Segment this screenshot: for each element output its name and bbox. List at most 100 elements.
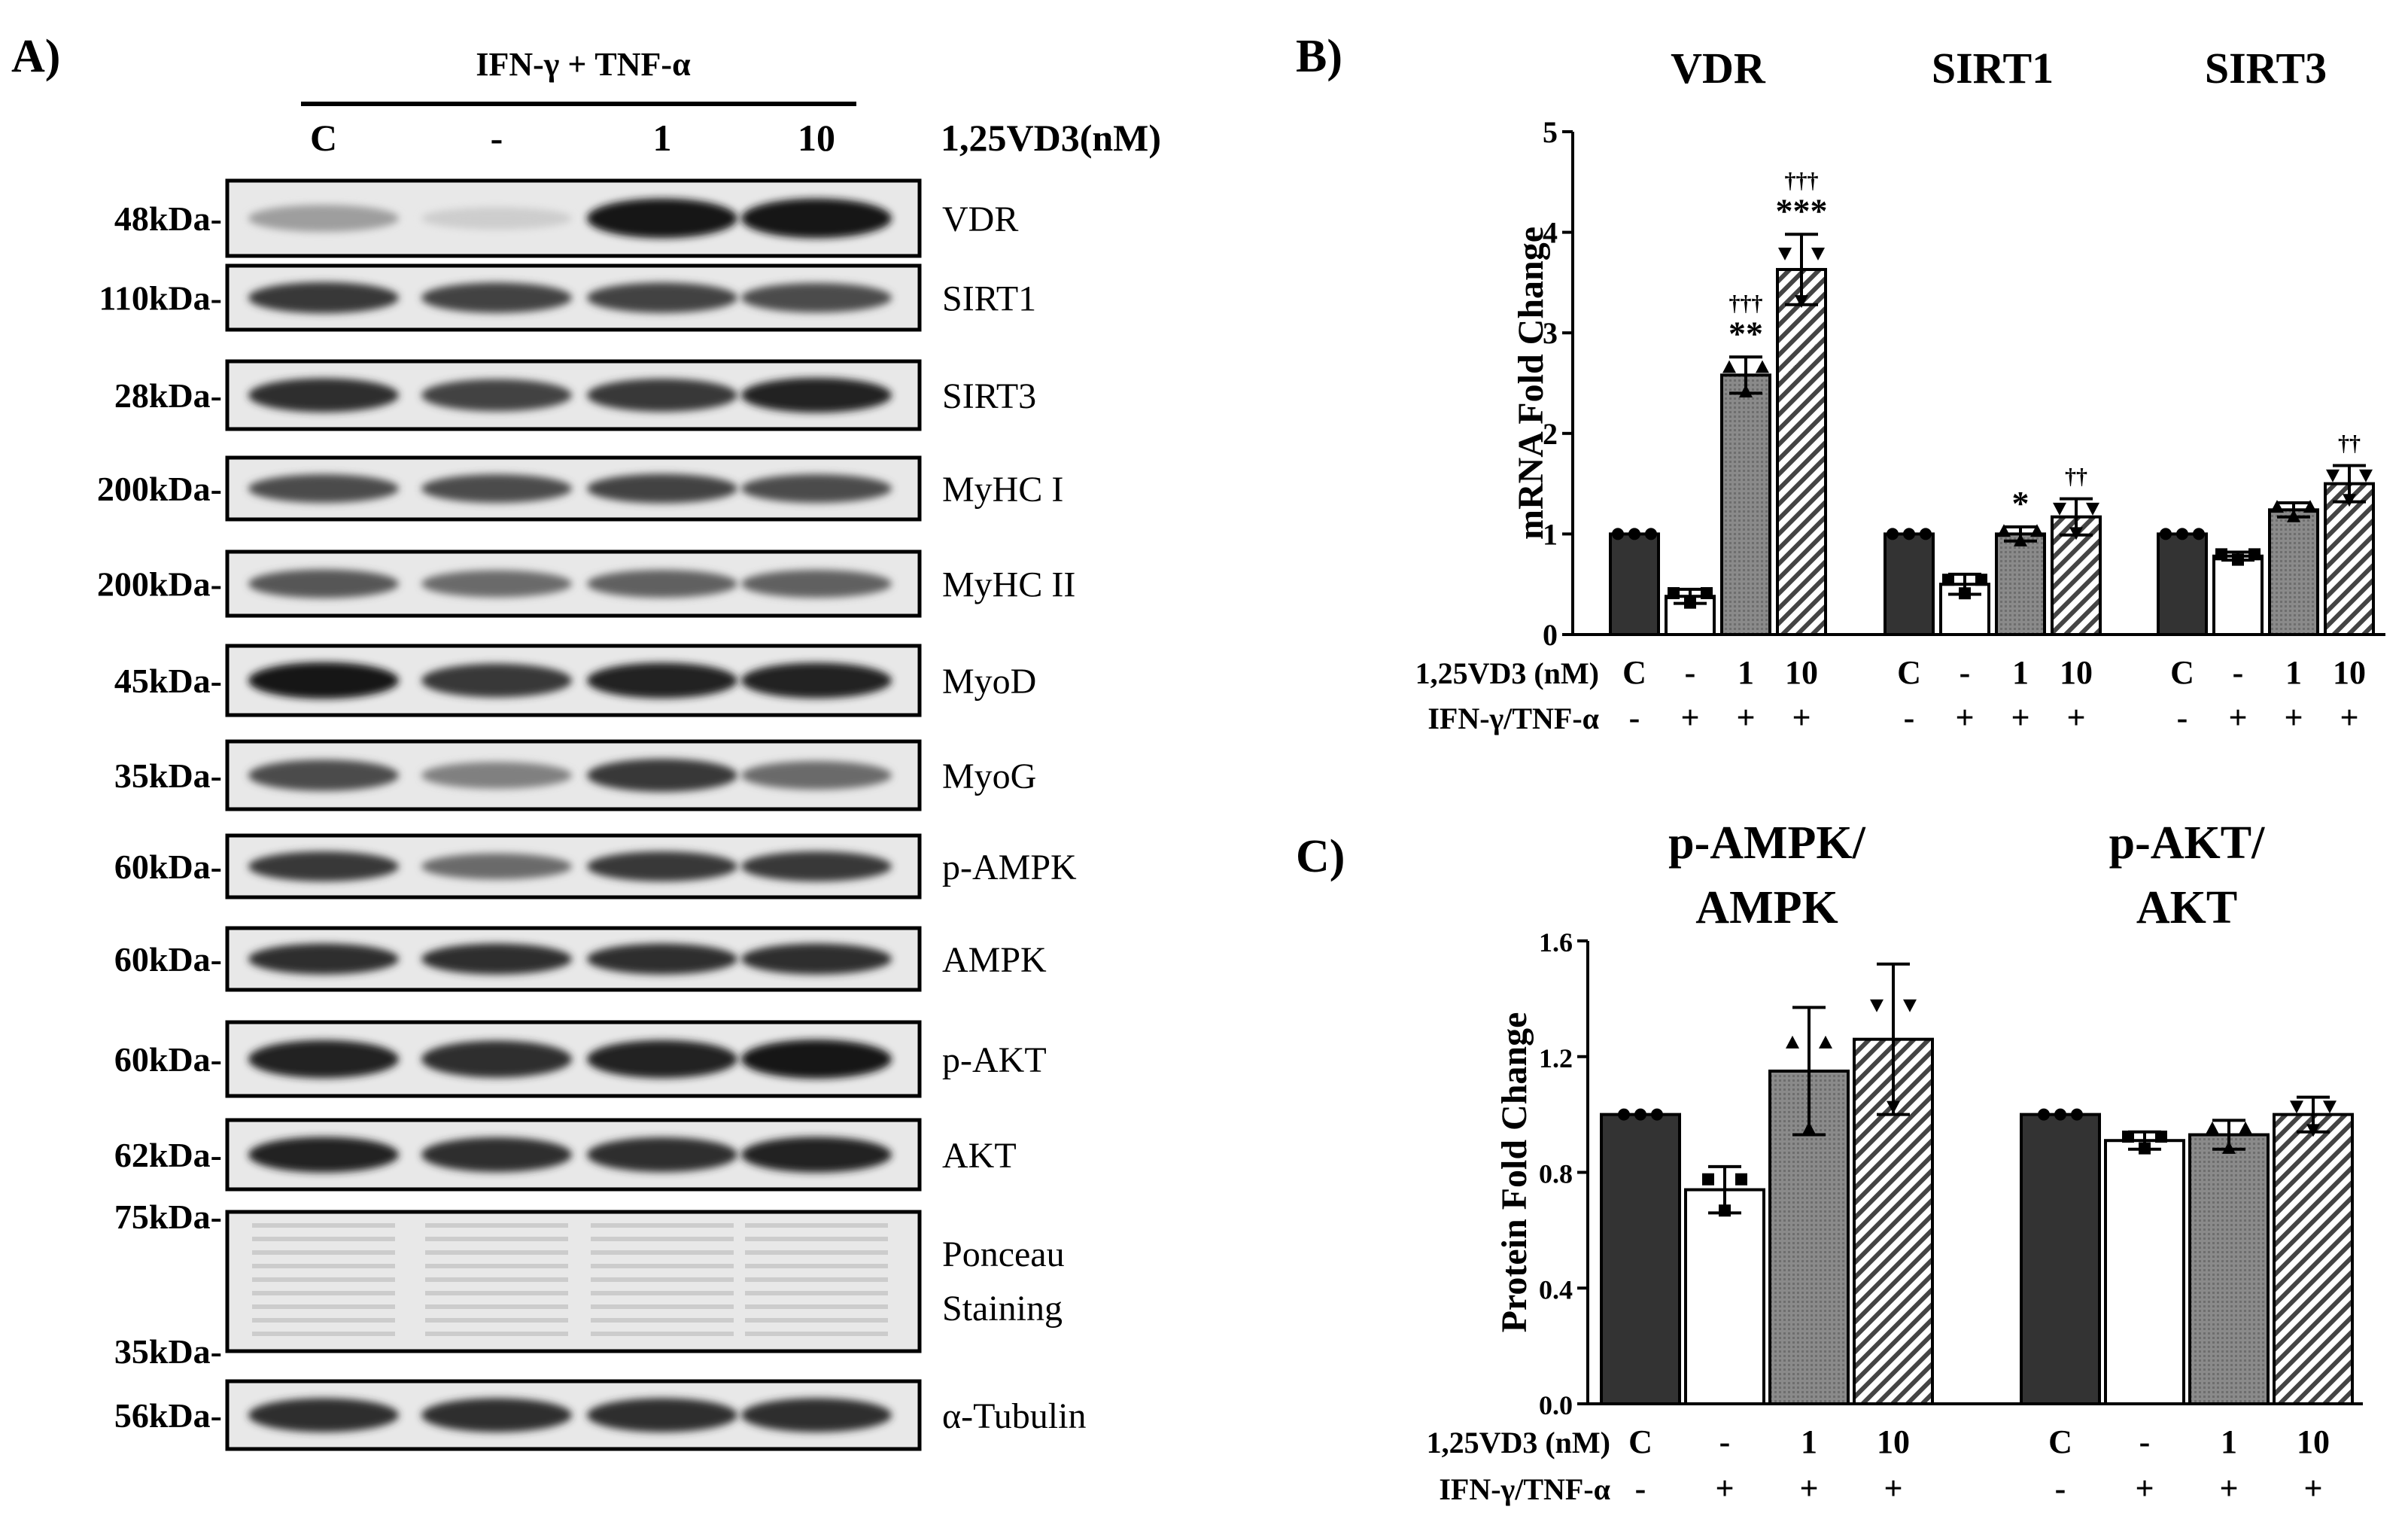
blot-membrane xyxy=(225,1210,922,1353)
protein-band xyxy=(421,1040,572,1078)
ponceau-band xyxy=(252,1332,395,1336)
protein-band xyxy=(587,1040,737,1079)
mw-marker: 56kDa- xyxy=(114,1396,222,1435)
ponceau-band xyxy=(252,1318,395,1323)
data-point xyxy=(2303,500,2317,513)
data-point xyxy=(1618,1108,1630,1121)
blot-row: 56kDa-α-Tubulin xyxy=(114,1379,1086,1451)
significance-dagger: †† xyxy=(2065,464,2087,489)
data-point xyxy=(2014,533,2027,546)
protein-band xyxy=(587,1137,737,1173)
dose-tick-label: C xyxy=(1628,1423,1652,1460)
data-point xyxy=(2343,494,2356,507)
protein-band xyxy=(248,378,399,412)
chart-c: 0.0 0.4 0.8 1.2 1.6 Protein Fold Change p-AMPK… xyxy=(1427,817,2363,1507)
protein-band xyxy=(741,282,892,313)
ponceau-band xyxy=(745,1223,888,1228)
ponceau-band xyxy=(591,1332,734,1336)
panel-c-label: C) xyxy=(1296,831,1345,882)
ponceau-band xyxy=(252,1277,395,1282)
ponceau-band xyxy=(252,1223,395,1228)
blot-protein-label: p-AKT xyxy=(942,1040,1047,1080)
bar xyxy=(1995,532,2046,637)
blot-row: 60kDa-p-AMPK xyxy=(114,833,1077,900)
bar xyxy=(1600,1113,1681,1405)
protein-band xyxy=(248,1137,399,1173)
ponceau-band xyxy=(591,1223,734,1228)
bar xyxy=(2273,1113,2354,1405)
blot-protein-label: MyoG xyxy=(942,756,1036,796)
treatment-tick-label: + xyxy=(1792,699,1811,736)
bar xyxy=(1609,532,1660,637)
blot-row: 200kDa- MyHC I xyxy=(97,455,1063,522)
ponceau-band xyxy=(425,1291,568,1295)
blot-protein-label: Staining xyxy=(942,1289,1063,1329)
blot-protein-label: MyHC I xyxy=(942,470,1063,510)
protein-band xyxy=(741,662,892,699)
blot-row: 60kDa-p-AKT xyxy=(114,1020,1047,1098)
mw-marker: 200kDa- xyxy=(97,565,222,604)
ponceau-band xyxy=(591,1250,734,1255)
mw-marker: 48kDa- xyxy=(114,199,222,238)
blot-row: 200kDa- MyHC II xyxy=(97,549,1075,618)
significance-star: *** xyxy=(1776,191,1828,230)
protein-band xyxy=(587,379,737,412)
bar xyxy=(2188,1133,2270,1405)
data-point xyxy=(1903,999,1917,1012)
blot-row: 60kDa- AMPK xyxy=(114,926,1047,992)
data-point xyxy=(2306,1124,2320,1137)
data-point xyxy=(1795,295,1808,309)
mw-marker: 60kDa- xyxy=(114,940,222,979)
dose-tick-label: 1 xyxy=(1738,654,1754,691)
data-point xyxy=(1811,247,1825,260)
y-tick-label: 2 xyxy=(1543,417,1558,451)
protein-band xyxy=(421,943,572,975)
lane-labels: C - 1 10 xyxy=(310,117,835,159)
row-label-dose: 1,25VD3 (nM) xyxy=(1415,656,1599,690)
protein-band xyxy=(741,1398,892,1432)
data-point xyxy=(2248,548,2261,561)
data-point xyxy=(2359,469,2373,482)
mw-marker: 110kDa- xyxy=(99,279,222,318)
protein-band xyxy=(421,379,572,412)
protein-band xyxy=(587,1398,737,1432)
data-point xyxy=(2270,500,2284,513)
data-point xyxy=(1719,1204,1731,1217)
bar xyxy=(1684,1188,1765,1405)
treatment-tick-label: + xyxy=(1799,1470,1818,1507)
lane-label: C xyxy=(310,117,337,159)
treatment-tick-label: + xyxy=(1680,699,1699,736)
data-point xyxy=(2053,502,2066,516)
ponceau-band xyxy=(425,1304,568,1309)
dose-tick-label: - xyxy=(1685,654,1696,691)
protein-band xyxy=(248,759,399,791)
protein-band xyxy=(741,1040,892,1079)
data-point xyxy=(1739,384,1753,397)
data-point xyxy=(1942,574,1954,586)
mw-marker: 28kDa- xyxy=(114,376,222,415)
mw-marker: 35kDa- xyxy=(114,1332,222,1371)
protein-band xyxy=(587,662,737,699)
protein-band xyxy=(421,570,572,598)
data-point xyxy=(1668,587,1680,600)
y-tick-label: 0.4 xyxy=(1539,1274,1573,1304)
ponceau-band xyxy=(591,1264,734,1268)
blot-protein-label: AKT xyxy=(942,1136,1017,1176)
protein-band xyxy=(248,569,399,598)
data-point xyxy=(1628,528,1640,540)
protein-band xyxy=(248,1040,399,1079)
data-point xyxy=(2290,1100,2303,1114)
protein-band xyxy=(741,943,892,975)
data-point xyxy=(1684,596,1696,609)
blot-row: 45kDa- MyoD xyxy=(114,644,1036,717)
blot-row: 28kDa- SIRT3 xyxy=(114,359,1036,431)
data-point xyxy=(1778,247,1792,260)
treatment-tick-label: + xyxy=(2228,699,2247,736)
blot-rows: 48kDa- VDR 110kDa- SIRT1 28kDa- SIRT3 200kDa- M… xyxy=(97,178,1086,1451)
treatment-tick-label: + xyxy=(2340,699,2358,736)
group-title: AMPK xyxy=(1695,882,1838,933)
dose-tick-label: - xyxy=(2139,1423,2151,1460)
significance-dagger: ††† xyxy=(1785,168,1819,193)
